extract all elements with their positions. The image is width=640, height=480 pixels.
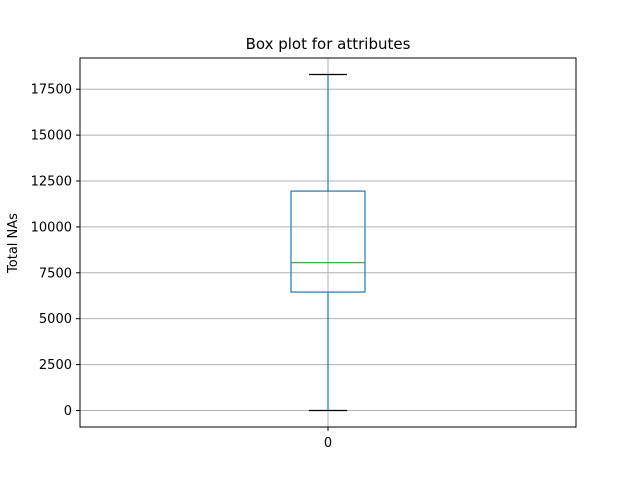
x-tick-label: 0 (324, 436, 332, 451)
y-axis-label: Total NAs (6, 213, 21, 274)
y-tick-label: 15000 (31, 129, 72, 144)
interquartile-box (290, 190, 366, 293)
y-tick-label: 5000 (39, 312, 72, 327)
y-tick-label: 2500 (39, 358, 72, 373)
y-tick-label: 17500 (31, 83, 72, 98)
y-tick-label: 7500 (39, 266, 72, 281)
chart-title: Box plot for attributes (246, 35, 411, 53)
plot-area-frame (79, 57, 577, 428)
y-tick-label: 10000 (31, 220, 72, 235)
box-series (290, 73, 366, 412)
axis-ticks: 0 2500 5000 7500 10000 12500 15000 17500 0 (31, 83, 333, 451)
y-tick-label: 0 (64, 404, 72, 419)
y-tick-label: 12500 (31, 175, 72, 190)
